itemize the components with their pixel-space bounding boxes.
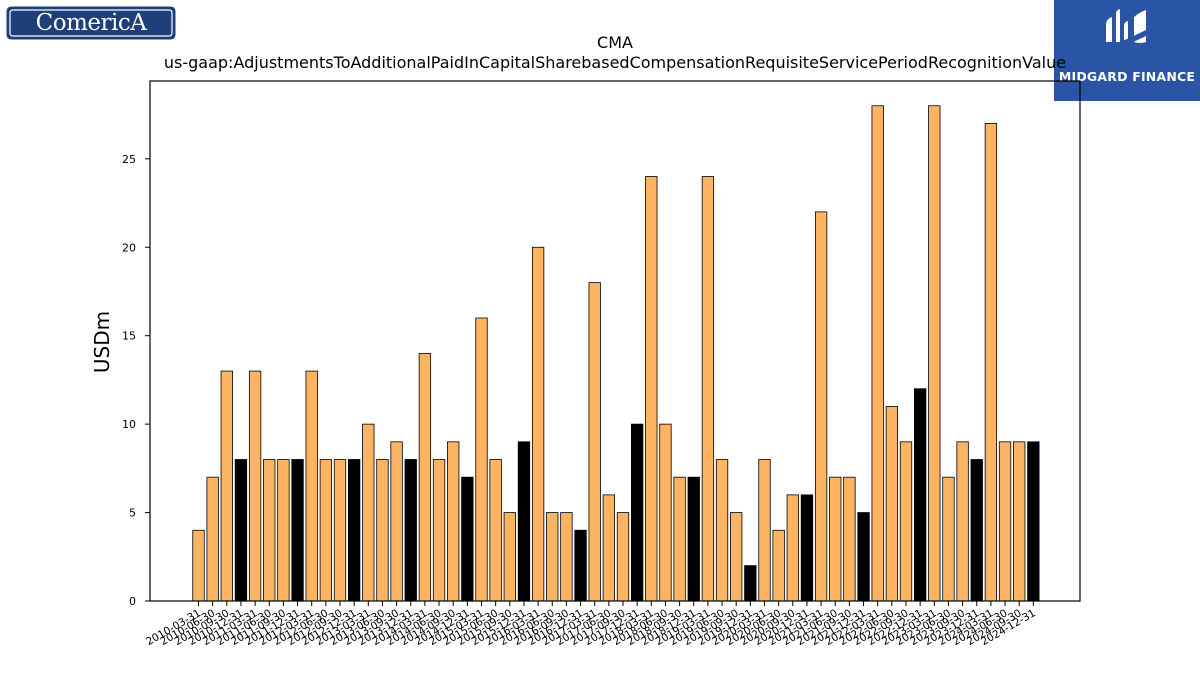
midgard-finance-logo-text: MIDGARD FINANCE: [1058, 69, 1196, 84]
x-axis: 2010-03-312010-06-302010-09-302010-12-31…: [144, 601, 1038, 648]
bar-2022-09-30: [899, 441, 913, 602]
bar-2021-12-31: [857, 512, 870, 602]
bar-2010-06-30: [206, 476, 219, 602]
y-axis: 0 5 10 15 20 25: [122, 153, 150, 608]
y-axis-label: USDm: [90, 311, 114, 373]
bar-2023-09-30: [956, 441, 969, 602]
bar-2018-06-30: [659, 423, 672, 602]
y-tick-label: 25: [122, 153, 136, 166]
bar-2012-06-30: [319, 459, 333, 602]
bar-2021-06-30: [829, 476, 842, 602]
bar-2018-03-31: [645, 176, 658, 602]
bar-2014-03-31: [418, 352, 432, 602]
bar-2019-06-30: [715, 459, 729, 602]
bar-2014-12-31: [461, 476, 474, 602]
bar-2023-12-31: [970, 459, 983, 602]
bar-2018-09-30: [673, 476, 686, 602]
bar-2017-12-31: [631, 423, 644, 602]
bar-2016-09-30: [560, 512, 573, 602]
bar-2011-06-30: [263, 459, 276, 602]
bar-2023-03-31: [928, 105, 941, 602]
bar-2015-09-30: [503, 512, 516, 602]
bar-2017-03-31: [588, 282, 601, 602]
bar-2011-12-31: [291, 459, 304, 602]
bar-2013-09-30: [390, 441, 403, 602]
bar-2019-12-31: [744, 565, 757, 602]
bar-2024-09-30: [1013, 441, 1026, 602]
bar-2020-12-31: [800, 494, 814, 602]
chart-subtitle: us-gaap:AdjustmentsToAdditionalPaidInCap…: [164, 53, 1066, 72]
bars-group: [192, 105, 1040, 602]
y-tick-label: 20: [122, 241, 136, 254]
bar-2017-09-30: [616, 512, 630, 602]
midgard-emblem-icon: [1106, 9, 1146, 52]
y-tick-label: 0: [129, 595, 136, 608]
y-tick-label: 5: [129, 507, 136, 520]
bar-2024-06-30: [998, 441, 1012, 602]
bar-2017-06-30: [602, 494, 615, 602]
bar-2016-12-31: [574, 529, 587, 602]
chart-title: CMA: [597, 33, 633, 52]
plot-frame: [149, 80, 1081, 602]
bar-2011-03-31: [248, 370, 262, 602]
bar-2021-09-30: [843, 476, 856, 602]
bar-2012-12-31: [347, 459, 361, 602]
bar-2015-06-30: [489, 459, 502, 602]
bar-2022-03-31: [871, 105, 884, 602]
bar-2013-03-31: [362, 423, 375, 602]
bar-2010-03-31: [192, 529, 205, 602]
bar-2012-03-31: [305, 370, 318, 602]
comerica-logo: ComericA: [6, 6, 176, 40]
y-tick-label: 10: [122, 418, 136, 431]
bar-2024-03-31: [984, 123, 998, 602]
bar-2010-12-31: [234, 459, 248, 602]
bar-2013-06-30: [376, 459, 389, 602]
comerica-logo-badge: [6, 6, 176, 40]
bar-2022-06-30: [885, 406, 898, 602]
bar-2019-09-30: [730, 512, 743, 602]
bar-2020-06-30: [772, 529, 785, 602]
bar-2011-09-30: [277, 459, 290, 602]
bar-2014-06-30: [432, 459, 446, 602]
bar-2015-12-31: [517, 441, 531, 602]
bar-2024-12-31: [1027, 441, 1040, 602]
bar-2020-03-31: [758, 459, 771, 602]
bar-2022-12-31: [914, 388, 927, 602]
bar-2019-03-31: [701, 176, 715, 602]
bar-2016-03-31: [531, 246, 545, 602]
bar-2016-06-30: [546, 512, 559, 602]
bar-2012-09-30: [333, 459, 347, 602]
midgard-finance-logo: MIDGARD FINANCE: [1054, 0, 1200, 101]
bar-2023-06-30: [942, 476, 955, 602]
bar-2018-12-31: [687, 476, 700, 602]
bar-2010-09-30: [220, 370, 233, 602]
bar-2014-09-30: [447, 441, 460, 602]
bar-2021-03-31: [814, 211, 828, 602]
bar-2020-09-30: [786, 494, 799, 602]
bar-2015-03-31: [475, 317, 488, 602]
y-tick-label: 15: [122, 330, 136, 343]
bar-2013-12-31: [404, 459, 417, 602]
comerica-logo-text: ComericA: [35, 10, 147, 36]
